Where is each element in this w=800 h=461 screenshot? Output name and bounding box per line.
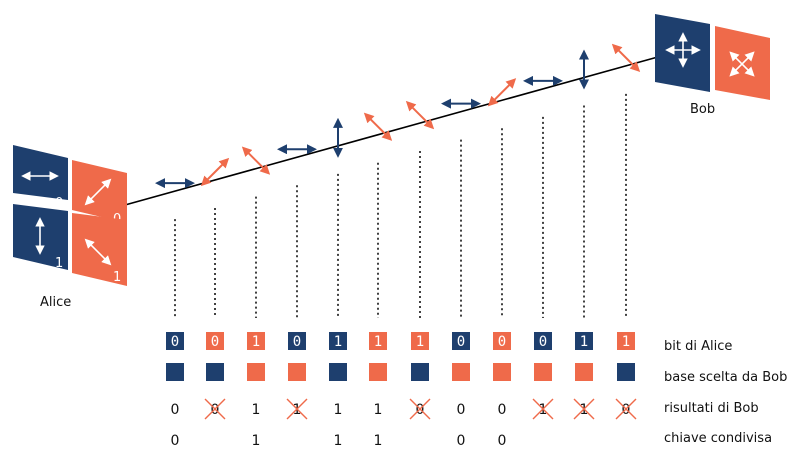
bob-basis-box: [166, 363, 184, 381]
alice-bit-value: 1: [622, 334, 630, 350]
shared-key-value: 1: [252, 433, 261, 449]
bob-result-value: 0: [211, 402, 220, 418]
alice-bit-box: [452, 332, 470, 350]
alice-bit-box: [411, 332, 429, 350]
discard-cross-icon: [286, 398, 308, 420]
row-label-bob-basis: base scelta da Bob: [664, 370, 788, 385]
photon-antidiagonal-icon: [405, 100, 435, 130]
bob-basis-box: [288, 363, 306, 381]
discard-cross-icon: [615, 398, 637, 420]
alice-bit-value: 0: [211, 334, 219, 350]
bob-result-value: 1: [293, 402, 302, 418]
row-label-alice-bits: bit di Alice: [664, 339, 733, 354]
shared-key-value: 1: [374, 433, 383, 449]
bob-result-value: 1: [252, 402, 261, 418]
bob-result-value: 1: [539, 402, 548, 418]
bob-basis-box: [452, 363, 470, 381]
bob-basis-box: [617, 363, 635, 381]
bob-result-value: 0: [416, 402, 425, 418]
alice-bit-value: 1: [580, 334, 588, 350]
bob-detectors: [655, 14, 770, 100]
alice-bit-box: [166, 332, 184, 350]
antidiagonal-arrow-icon: [84, 238, 112, 266]
alice-bit-value: 1: [334, 334, 342, 350]
alice-panel-bit: 1: [113, 270, 121, 285]
shared-key-value: 0: [171, 433, 180, 449]
shared-key-value: 0: [498, 433, 507, 449]
alice-panel: [13, 145, 68, 200]
bob-result-value: 0: [498, 402, 507, 418]
bob-basis-box: [493, 363, 511, 381]
alice-bit-value: 0: [293, 334, 301, 350]
photon-antidiagonal-icon: [241, 146, 271, 175]
alice-bit-box: [493, 332, 511, 350]
bob-basis-box: [534, 363, 552, 381]
alice-bit-value: 0: [171, 334, 179, 350]
alice-bit-value: 1: [374, 334, 382, 350]
alice-bit-box: [288, 332, 306, 350]
photon-antidiagonal-icon: [363, 112, 393, 141]
antidiagonal-arrow-icon: [729, 51, 755, 77]
alice-bit-value: 0: [457, 334, 465, 350]
bob-result-value: 1: [334, 402, 343, 418]
alice-panel-bit: 0: [55, 196, 63, 211]
bob-basis-box: [247, 363, 265, 381]
photon-antidiagonal-icon: [611, 43, 641, 72]
alice-label: Alice: [40, 295, 72, 310]
alice-bit-value: 1: [416, 334, 424, 350]
bob-result-value: 0: [457, 402, 466, 418]
shared-key-value: 0: [457, 433, 466, 449]
diagonal-arrow-icon: [84, 178, 112, 206]
alice-bit-value: 1: [252, 334, 260, 350]
bob-basis-box: [411, 363, 429, 381]
alice-bit-box: [369, 332, 387, 350]
alice-bit-box: [617, 332, 635, 350]
alice-bit-box: [534, 332, 552, 350]
alice-bit-box: [247, 332, 265, 350]
shared-key-value: 1: [334, 433, 343, 449]
alice-bit-box: [575, 332, 593, 350]
cross-arrows-icon: [665, 32, 701, 68]
bob-label: Bob: [690, 102, 716, 117]
row-label-shared-key: chiave condivisa: [664, 431, 773, 446]
bob-result-value: 1: [580, 402, 589, 418]
discard-cross-icon: [409, 398, 431, 420]
alice-bit-value: 0: [498, 334, 506, 350]
discard-cross-icon: [204, 398, 226, 420]
bob-result-value: 0: [171, 402, 180, 418]
row-label-bob-results: risultati di Bob: [664, 401, 759, 416]
discard-cross-icon: [573, 398, 595, 420]
photon-diagonal-icon: [487, 78, 517, 107]
x-arrows-icon: [729, 51, 755, 77]
alice-panel-bit: 1: [55, 256, 63, 271]
photon-diagonal-icon: [200, 157, 230, 187]
bob-basis-box: [329, 363, 347, 381]
bob-basis-box: [575, 363, 593, 381]
bob-basis-box: [369, 363, 387, 381]
alice-bit-value: 0: [539, 334, 547, 350]
discard-cross-icon: [532, 398, 554, 420]
alice-bit-box: [329, 332, 347, 350]
bob-basis-box: [206, 363, 224, 381]
bob-result-value: 0: [622, 402, 631, 418]
bob-result-value: 1: [374, 402, 383, 418]
alice-bit-box: [206, 332, 224, 350]
